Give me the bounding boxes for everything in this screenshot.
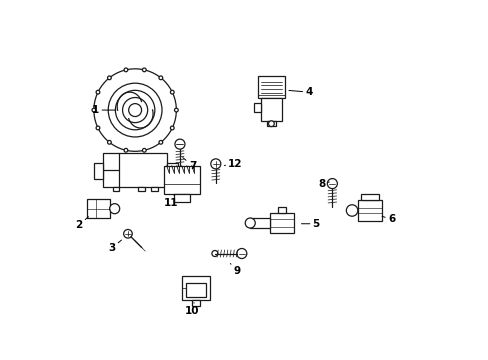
Circle shape: [122, 98, 147, 123]
Bar: [361, 194, 378, 200]
Bar: [278, 207, 285, 213]
Bar: [182, 276, 210, 301]
Bar: [94, 163, 102, 179]
Bar: [254, 103, 260, 112]
Bar: [151, 187, 158, 192]
Text: 10: 10: [185, 302, 199, 316]
Text: 5: 5: [301, 219, 319, 229]
Text: 2: 2: [75, 217, 88, 230]
Bar: [163, 166, 199, 194]
Bar: [174, 194, 189, 202]
Circle shape: [92, 108, 96, 112]
Bar: [258, 76, 285, 98]
Circle shape: [142, 148, 146, 152]
Circle shape: [210, 159, 221, 169]
Circle shape: [244, 218, 255, 228]
Circle shape: [268, 121, 274, 127]
Circle shape: [115, 90, 155, 130]
Circle shape: [175, 139, 184, 149]
Circle shape: [107, 140, 111, 144]
Bar: [102, 153, 167, 187]
Bar: [191, 301, 200, 306]
Text: 12: 12: [224, 159, 242, 169]
Circle shape: [128, 104, 142, 117]
Circle shape: [107, 76, 111, 80]
Circle shape: [346, 205, 357, 216]
Bar: [87, 199, 109, 218]
Circle shape: [174, 108, 178, 112]
Circle shape: [96, 126, 100, 130]
Bar: [167, 163, 178, 175]
Bar: [185, 283, 206, 297]
Circle shape: [109, 204, 120, 214]
Text: 4: 4: [288, 87, 312, 97]
Text: 1: 1: [92, 105, 116, 115]
Circle shape: [170, 126, 174, 130]
Circle shape: [108, 83, 162, 137]
Circle shape: [124, 68, 127, 72]
Circle shape: [124, 148, 127, 152]
Text: 11: 11: [163, 194, 178, 208]
Circle shape: [159, 140, 163, 144]
Bar: [112, 187, 119, 192]
Text: 9: 9: [230, 264, 241, 276]
Text: 3: 3: [108, 240, 121, 253]
Bar: [266, 121, 275, 126]
Circle shape: [326, 179, 337, 189]
Bar: [260, 98, 282, 121]
Circle shape: [142, 68, 146, 72]
Circle shape: [236, 248, 246, 258]
Circle shape: [170, 90, 174, 94]
Bar: [269, 213, 294, 233]
Text: 7: 7: [183, 158, 196, 171]
Circle shape: [96, 90, 100, 94]
Bar: [138, 187, 144, 192]
Circle shape: [94, 69, 176, 151]
Circle shape: [211, 251, 218, 257]
Bar: [250, 218, 269, 228]
Text: 8: 8: [317, 179, 328, 189]
Circle shape: [123, 229, 132, 238]
Text: 6: 6: [381, 215, 394, 224]
Circle shape: [159, 76, 163, 80]
Bar: [357, 200, 382, 221]
